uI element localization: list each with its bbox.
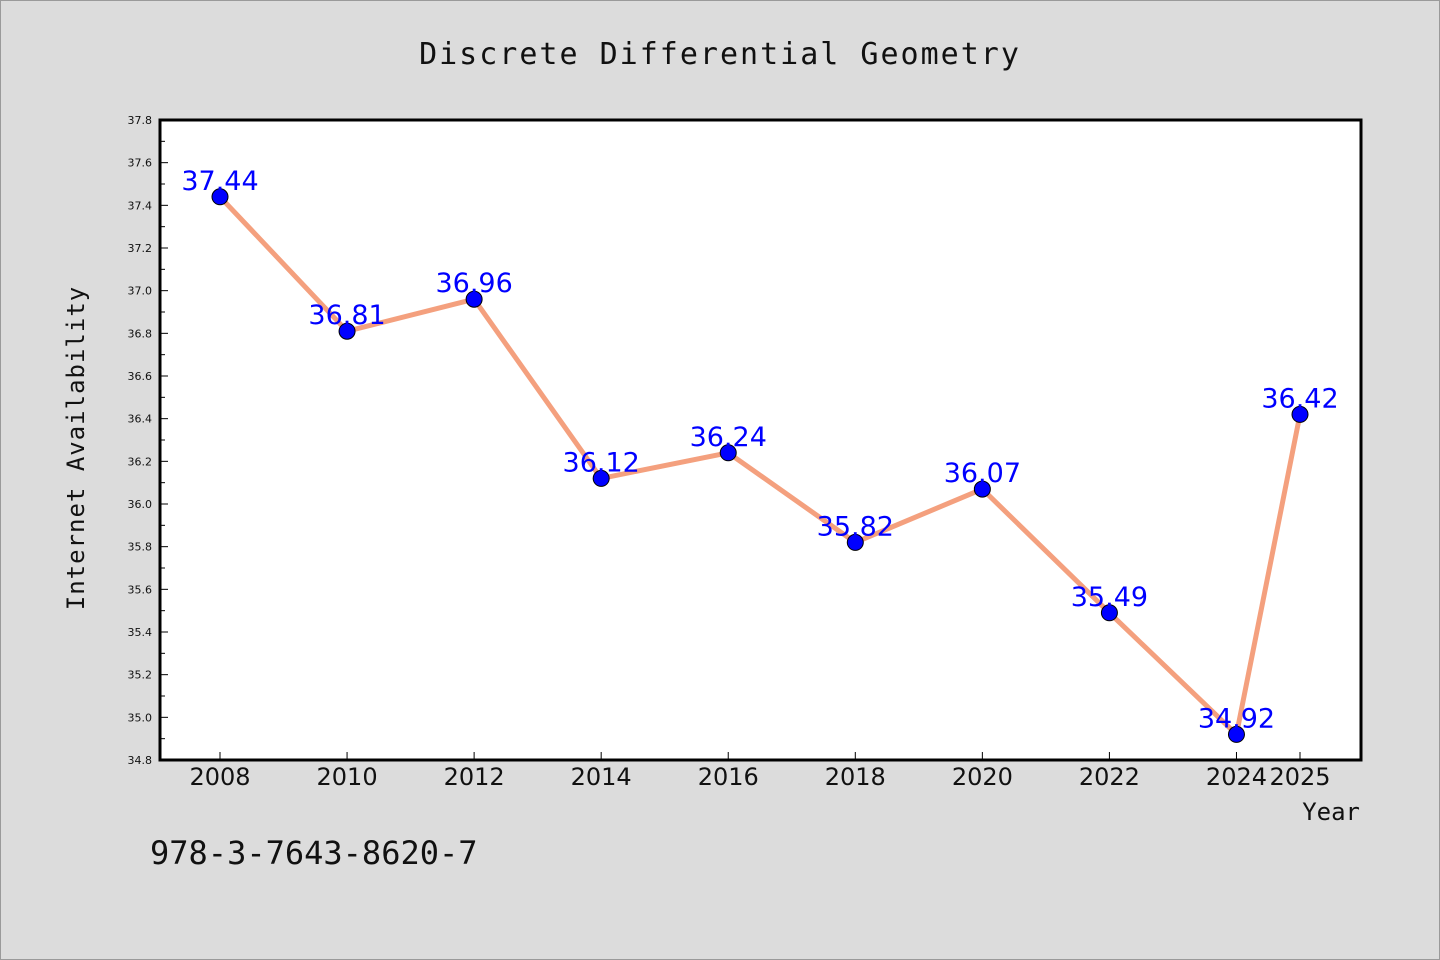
- plot-border: [158, 118, 1363, 762]
- data-point: [1100, 604, 1118, 622]
- y-axis-label: Internet Availability: [62, 286, 90, 610]
- data-point: [211, 188, 229, 206]
- x-tick-label: 2012: [444, 763, 505, 791]
- plot-area: [160, 120, 1361, 760]
- x-tick-label: 2024: [1206, 763, 1267, 791]
- data-label: 36.12: [563, 447, 640, 478]
- y-tick-label: 36.6: [128, 370, 153, 383]
- data-label: 34.92: [1198, 703, 1275, 734]
- y-tick-label: 36.8: [128, 327, 153, 340]
- data-label: 36.81: [308, 300, 385, 331]
- y-tick-label: 37.6: [128, 157, 153, 170]
- data-point: [846, 533, 864, 551]
- y-tick-label: 37.8: [128, 114, 153, 127]
- data-label: 35.49: [1071, 582, 1148, 613]
- x-tick-label: 2008: [189, 763, 250, 791]
- series-layer: 37.44 36.81 36.96 36.12 36.24 35.82 36.07 35.49…: [181, 166, 1339, 743]
- data-point: [1291, 405, 1309, 423]
- x-axis-label: Year: [1302, 798, 1360, 826]
- x-tick-label: 2025: [1269, 763, 1330, 791]
- y-tick-label: 37.4: [128, 199, 153, 212]
- data-label: 37.44: [181, 166, 258, 197]
- isbn-footnote: 978-3-7643-8620-7: [150, 834, 478, 872]
- y-axis: 34.8 35.0 35.2 35.4 35.6 35.8 36.0 36.2 36.4 36.6…: [128, 114, 168, 767]
- x-tick-label: 2022: [1079, 763, 1140, 791]
- x-axis: 2008 2010 2012 2014 2016 2018 2020 2022 2024 2025: [189, 752, 1331, 791]
- data-label: 36.96: [435, 268, 512, 299]
- x-tick-label: 2010: [317, 763, 378, 791]
- data-point: [592, 469, 610, 487]
- data-point: [338, 322, 356, 340]
- x-tick-label: 2016: [698, 763, 759, 791]
- y-tick-label: 36.0: [128, 498, 153, 511]
- data-label: 35.82: [817, 511, 894, 542]
- data-label: 36.07: [944, 458, 1021, 489]
- x-tick-label: 2014: [571, 763, 632, 791]
- data-label: 36.24: [690, 422, 767, 453]
- y-tick-label: 37.2: [128, 242, 153, 255]
- data-point: [1227, 725, 1245, 743]
- y-tick-label: 35.8: [128, 541, 153, 554]
- y-tick-label: 36.2: [128, 455, 153, 468]
- y-tick-label: 35.6: [128, 583, 153, 596]
- data-point: [719, 444, 737, 462]
- y-tick-label: 35.0: [128, 711, 153, 724]
- x-tick-label: 2018: [825, 763, 886, 791]
- data-point: [973, 480, 991, 498]
- x-tick-label: 2020: [952, 763, 1013, 791]
- y-tick-label: 36.4: [128, 413, 153, 426]
- y-tick-label: 35.2: [128, 669, 153, 682]
- data-point: [465, 290, 483, 308]
- series-line: [218, 195, 1303, 737]
- y-tick-label: 35.4: [128, 626, 153, 639]
- y-tick-label: 34.8: [128, 754, 153, 767]
- data-label: 36.42: [1261, 383, 1338, 414]
- chart-title: Discrete Differential Geometry: [419, 37, 1021, 72]
- y-tick-label: 37.0: [128, 285, 153, 298]
